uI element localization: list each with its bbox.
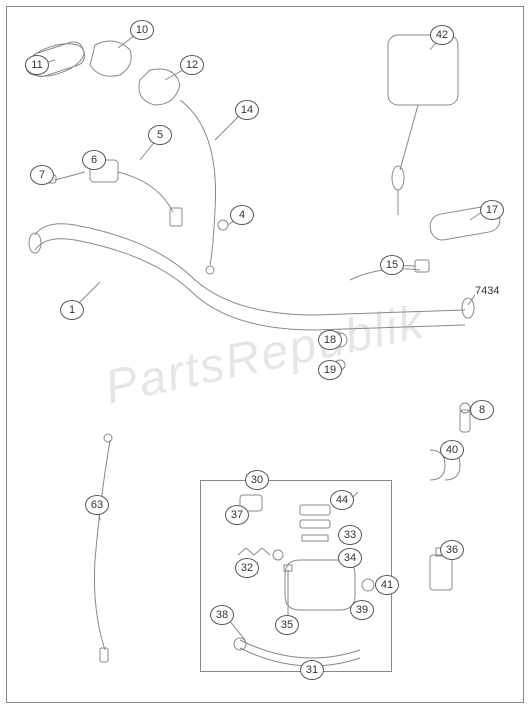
callout-number: 19 xyxy=(318,360,342,380)
callout-number: 30 xyxy=(245,470,269,490)
callout-17: 17 xyxy=(480,200,504,218)
callout-38: 38 xyxy=(210,605,234,623)
callout-15: 15 xyxy=(380,255,404,273)
callout-number: 35 xyxy=(275,615,299,635)
plain-label-7434: 7434 xyxy=(475,285,499,297)
callout-number: 12 xyxy=(180,55,204,75)
callout-63: 63 xyxy=(85,495,109,513)
callout-number: 15 xyxy=(380,255,404,275)
callout-11: 11 xyxy=(25,55,49,73)
callout-number: 5 xyxy=(148,125,172,145)
callout-31: 31 xyxy=(300,660,324,678)
callout-30: 30 xyxy=(245,470,269,488)
callout-number: 63 xyxy=(85,495,109,515)
callout-18: 18 xyxy=(318,330,342,348)
callout-37: 37 xyxy=(225,505,249,523)
callout-number: 6 xyxy=(82,150,106,170)
callout-number: 17 xyxy=(480,200,504,220)
callout-number: 7 xyxy=(30,165,54,185)
callout-34: 34 xyxy=(338,548,362,566)
callout-12: 12 xyxy=(180,55,204,73)
callout-number: 8 xyxy=(470,400,494,420)
callout-44: 44 xyxy=(330,490,354,508)
callout-40: 40 xyxy=(440,440,464,458)
callout-number: 36 xyxy=(440,540,464,560)
callout-35: 35 xyxy=(275,615,299,633)
callout-42: 42 xyxy=(430,25,454,43)
callout-4: 4 xyxy=(230,205,254,223)
callout-number: 11 xyxy=(25,55,49,75)
callout-7: 7 xyxy=(30,165,54,183)
callout-number: 18 xyxy=(318,330,342,350)
callout-8: 8 xyxy=(470,400,494,418)
callout-number: 41 xyxy=(375,575,399,595)
callout-number: 10 xyxy=(130,20,154,40)
callout-5: 5 xyxy=(148,125,172,143)
callout-10: 10 xyxy=(130,20,154,38)
callout-number: 40 xyxy=(440,440,464,460)
callout-39: 39 xyxy=(350,600,374,618)
callout-41: 41 xyxy=(375,575,399,593)
callout-number: 32 xyxy=(235,558,259,578)
callout-number: 38 xyxy=(210,605,234,625)
callout-number: 31 xyxy=(300,660,324,680)
callout-number: 44 xyxy=(330,490,354,510)
callout-number: 14 xyxy=(235,100,259,120)
callout-6: 6 xyxy=(82,150,106,168)
callout-number: 34 xyxy=(338,548,362,568)
callout-36: 36 xyxy=(440,540,464,558)
callout-number: 33 xyxy=(338,525,362,545)
callout-number: 4 xyxy=(230,205,254,225)
callout-14: 14 xyxy=(235,100,259,118)
callout-number: 39 xyxy=(350,600,374,620)
callout-number: 1 xyxy=(60,300,84,320)
callout-33: 33 xyxy=(338,525,362,543)
callout-19: 19 xyxy=(318,360,342,378)
callout-32: 32 xyxy=(235,558,259,576)
callout-1: 1 xyxy=(60,300,84,318)
callout-number: 42 xyxy=(430,25,454,45)
callout-number: 37 xyxy=(225,505,249,525)
